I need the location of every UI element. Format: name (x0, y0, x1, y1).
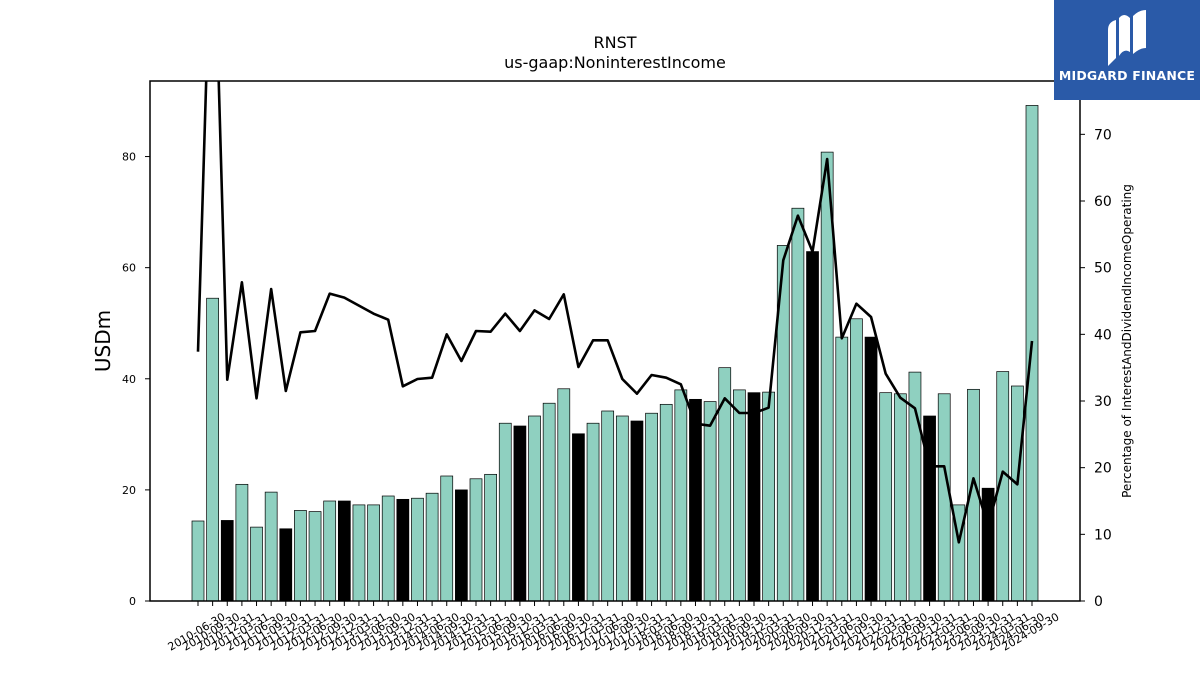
bar (791, 207, 805, 602)
y2-tick-label: 40 (1094, 327, 1112, 343)
bar (411, 497, 424, 602)
chart-title: RNST (593, 33, 636, 52)
bar (294, 510, 307, 602)
y-tick-label: 80 (122, 151, 136, 164)
x-axis: 2010-06-302010-09-302010-12-312011-03-31… (166, 601, 1062, 654)
y-tick-label: 40 (122, 373, 136, 386)
bar (586, 422, 600, 602)
bar (733, 389, 746, 602)
bar (513, 425, 527, 602)
bar (498, 422, 512, 602)
y-axis-right: 0 10 20 30 40 50 60 70 (1080, 127, 1112, 610)
bar (615, 415, 629, 602)
bar (572, 433, 585, 602)
bar (250, 526, 263, 602)
y2-tick-label: 30 (1094, 394, 1112, 410)
bar (220, 520, 234, 602)
line-path (196, 81, 1034, 544)
y-axis-left: 0 20 40 60 80 (122, 151, 150, 608)
bar (455, 489, 468, 602)
bar (645, 412, 658, 602)
bar (557, 388, 571, 602)
bar (879, 392, 893, 602)
bar-series (191, 105, 1039, 602)
bar (1011, 385, 1024, 602)
y2-axis-label: Percentage of InterestAndDividendIncomeO… (1120, 184, 1134, 498)
line-series (196, 81, 1034, 544)
y-tick-label: 60 (122, 262, 136, 275)
bar (484, 473, 497, 602)
bar (689, 398, 702, 602)
bar (893, 393, 907, 602)
bar (264, 491, 278, 602)
bar (337, 500, 351, 602)
bar (601, 410, 615, 602)
brand-logo: MIDGARD FINANCE (1054, 0, 1200, 100)
bar (747, 392, 761, 602)
bar (762, 391, 775, 602)
y-axis-label: USDm (91, 310, 115, 372)
y2-tick-label: 20 (1094, 461, 1112, 477)
y2-tick-label: 60 (1094, 194, 1112, 210)
bar (235, 483, 249, 602)
plot-frame (149, 80, 1081, 602)
chart-subtitle: us-gaap:NoninterestIncome (504, 53, 726, 72)
bar (674, 389, 688, 602)
bar (396, 498, 410, 602)
bar (542, 402, 556, 602)
bar (981, 487, 995, 602)
bar (381, 495, 395, 602)
bar (835, 336, 849, 602)
bar (659, 403, 673, 602)
bar (864, 336, 878, 602)
bar (440, 475, 454, 602)
bar (425, 492, 439, 602)
y2-tick-label: 70 (1094, 127, 1112, 143)
bar (630, 420, 644, 602)
bar (469, 478, 483, 602)
bar (367, 504, 380, 602)
bar (279, 528, 293, 602)
bar (308, 511, 322, 602)
y2-tick-label: 0 (1094, 594, 1103, 610)
bar (191, 520, 205, 602)
bar (352, 504, 366, 602)
brand-name: MIDGARD FINANCE (1058, 68, 1196, 83)
y-tick-label: 20 (122, 484, 136, 497)
bar (323, 500, 337, 602)
y-tick-label: 0 (129, 595, 136, 608)
bar (923, 415, 936, 602)
y2-tick-label: 10 (1094, 527, 1112, 543)
bar (850, 318, 863, 602)
bar (703, 401, 717, 602)
bar (206, 297, 219, 602)
bar (937, 393, 951, 602)
midgard-logo-icon (1108, 10, 1146, 66)
y2-tick-label: 50 (1094, 261, 1112, 277)
bar (528, 415, 541, 602)
bar (806, 251, 819, 602)
